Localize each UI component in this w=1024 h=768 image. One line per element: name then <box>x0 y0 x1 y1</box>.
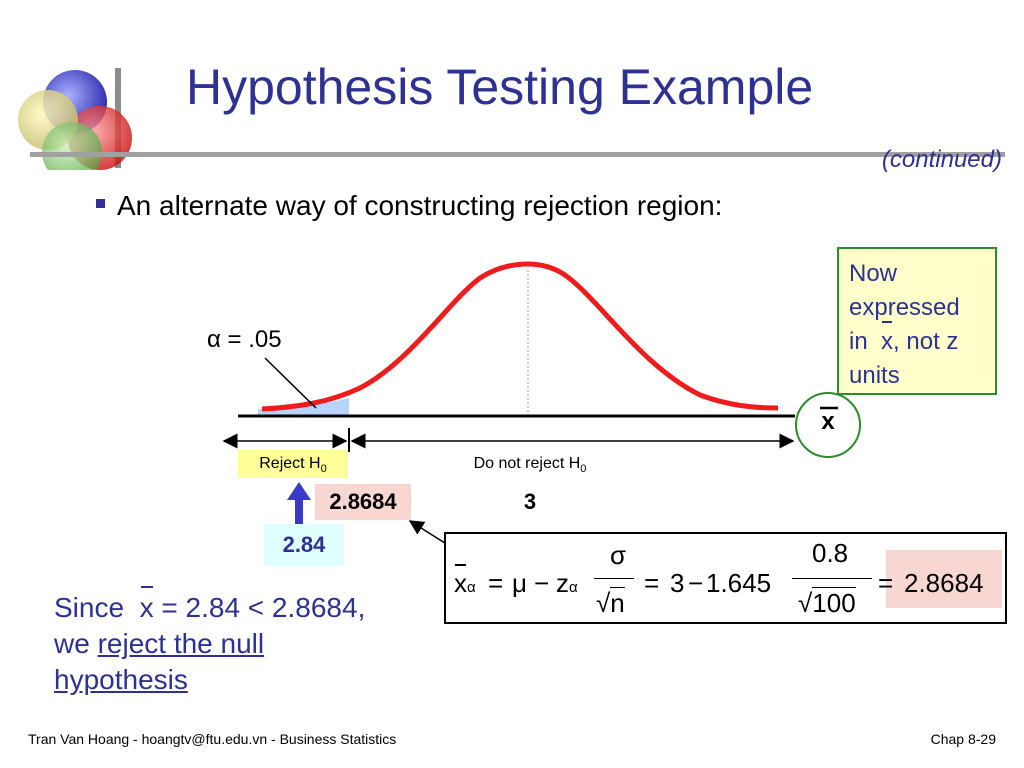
formula-numerator: 0.8 <box>812 538 849 568</box>
formula-minus-1: − <box>534 568 550 598</box>
formula-sqrt-1: √ <box>596 588 611 618</box>
formula-eq-1: = <box>488 568 504 598</box>
note-line-1: Now <box>849 260 898 287</box>
note-line-3-suffix: , not z <box>893 328 959 355</box>
formula-eq-3: = <box>878 568 894 598</box>
footer-page-number: Chap 8-29 <box>930 731 996 747</box>
conclusion-line-3: hypothesis <box>54 662 365 698</box>
formula-pointer <box>408 520 449 546</box>
formula-z-letter: z <box>556 568 569 598</box>
formula-lhs: xα <box>454 564 476 603</box>
alpha-label: α = .05 <box>207 326 282 353</box>
formula-z: zα <box>556 568 578 603</box>
continued-label: (continued) <box>881 146 1002 173</box>
critical-value-box: 2.8684 <box>315 484 411 520</box>
formula-eq-2: = <box>644 568 660 598</box>
no-reject-label: Do not reject H0 <box>440 450 620 478</box>
up-arrow-head <box>287 482 311 500</box>
formula-sigma: σ <box>610 540 627 570</box>
conclusion-xbar: x <box>140 586 154 626</box>
formula-sqrt-n: √n <box>596 587 625 618</box>
formula-sqrt-2: √ <box>798 588 813 618</box>
formula-zval: 1.645 <box>706 568 772 598</box>
formula-xbar: x <box>454 564 467 598</box>
normal-curve <box>261 261 779 412</box>
conclusion-comparison: = 2.84 < 2.8684, <box>161 592 366 623</box>
hypothesis-link: hypothesis <box>54 664 188 695</box>
formula-denominator: √100 <box>798 587 856 618</box>
note-xbar: x <box>881 321 893 359</box>
formula-n: n <box>610 587 625 618</box>
reject-sub: 0 <box>320 463 327 476</box>
formula-minus-2: − <box>688 568 704 598</box>
note-box: Now expressed in x, not z units <box>837 247 997 395</box>
bullet-square-icon <box>96 199 105 209</box>
conclusion-text: Since x = 2.84 < 2.8684, we reject the n… <box>54 586 366 698</box>
alpha-pointer <box>264 357 317 409</box>
note-line-3-prefix: in <box>849 328 875 355</box>
formula-alpha-sub: α <box>467 579 476 596</box>
axis-variable-circle <box>795 392 861 458</box>
formula-den: 100 <box>812 587 856 618</box>
note-line-3: in x, not z <box>849 321 985 359</box>
reject-null-link: reject the null <box>97 628 265 659</box>
formula-mu: μ <box>512 568 527 598</box>
no-reject-text: Do not reject H <box>473 455 581 472</box>
formula-z-sub: α <box>569 579 578 596</box>
note-line-2: expressed <box>849 294 960 321</box>
conclusion-since: Since <box>54 592 125 623</box>
reject-text: Reject H <box>259 455 321 472</box>
footer-author: Tran Van Hoang - hoangtv@ftu.edu.vn - Bu… <box>28 731 397 747</box>
sample-mean-box: 2.84 <box>264 524 344 566</box>
mean-value-label: 3 <box>523 489 537 514</box>
bullet-point: An alternate way of constructing rejecti… <box>96 190 722 222</box>
note-line-4: units <box>849 362 900 389</box>
no-reject-sub: 0 <box>580 463 587 476</box>
conclusion-line-2: we reject the null <box>54 626 365 662</box>
fraction-bar-2 <box>792 578 872 579</box>
conclusion-line-1: Since x = 2.84 < 2.8684, <box>54 586 366 626</box>
formula-mean: 3 <box>670 568 685 598</box>
formula-result: 2.8684 <box>904 568 984 598</box>
formula-box: xα = μ − zα σ √n = 3 − 1.645 0.8 √100 = … <box>444 532 1007 624</box>
formula-result-highlight <box>886 550 1002 608</box>
fraction-bar-1 <box>594 578 634 579</box>
bullet-text: An alternate way of constructing rejecti… <box>117 190 723 221</box>
page-title: Hypothesis Testing Example <box>186 59 814 115</box>
conclusion-we: we <box>54 628 90 659</box>
overlapping-circles-logo-icon <box>18 68 1005 170</box>
axis-variable-label: x <box>821 408 835 435</box>
reject-label: Reject H0 <box>238 450 348 478</box>
